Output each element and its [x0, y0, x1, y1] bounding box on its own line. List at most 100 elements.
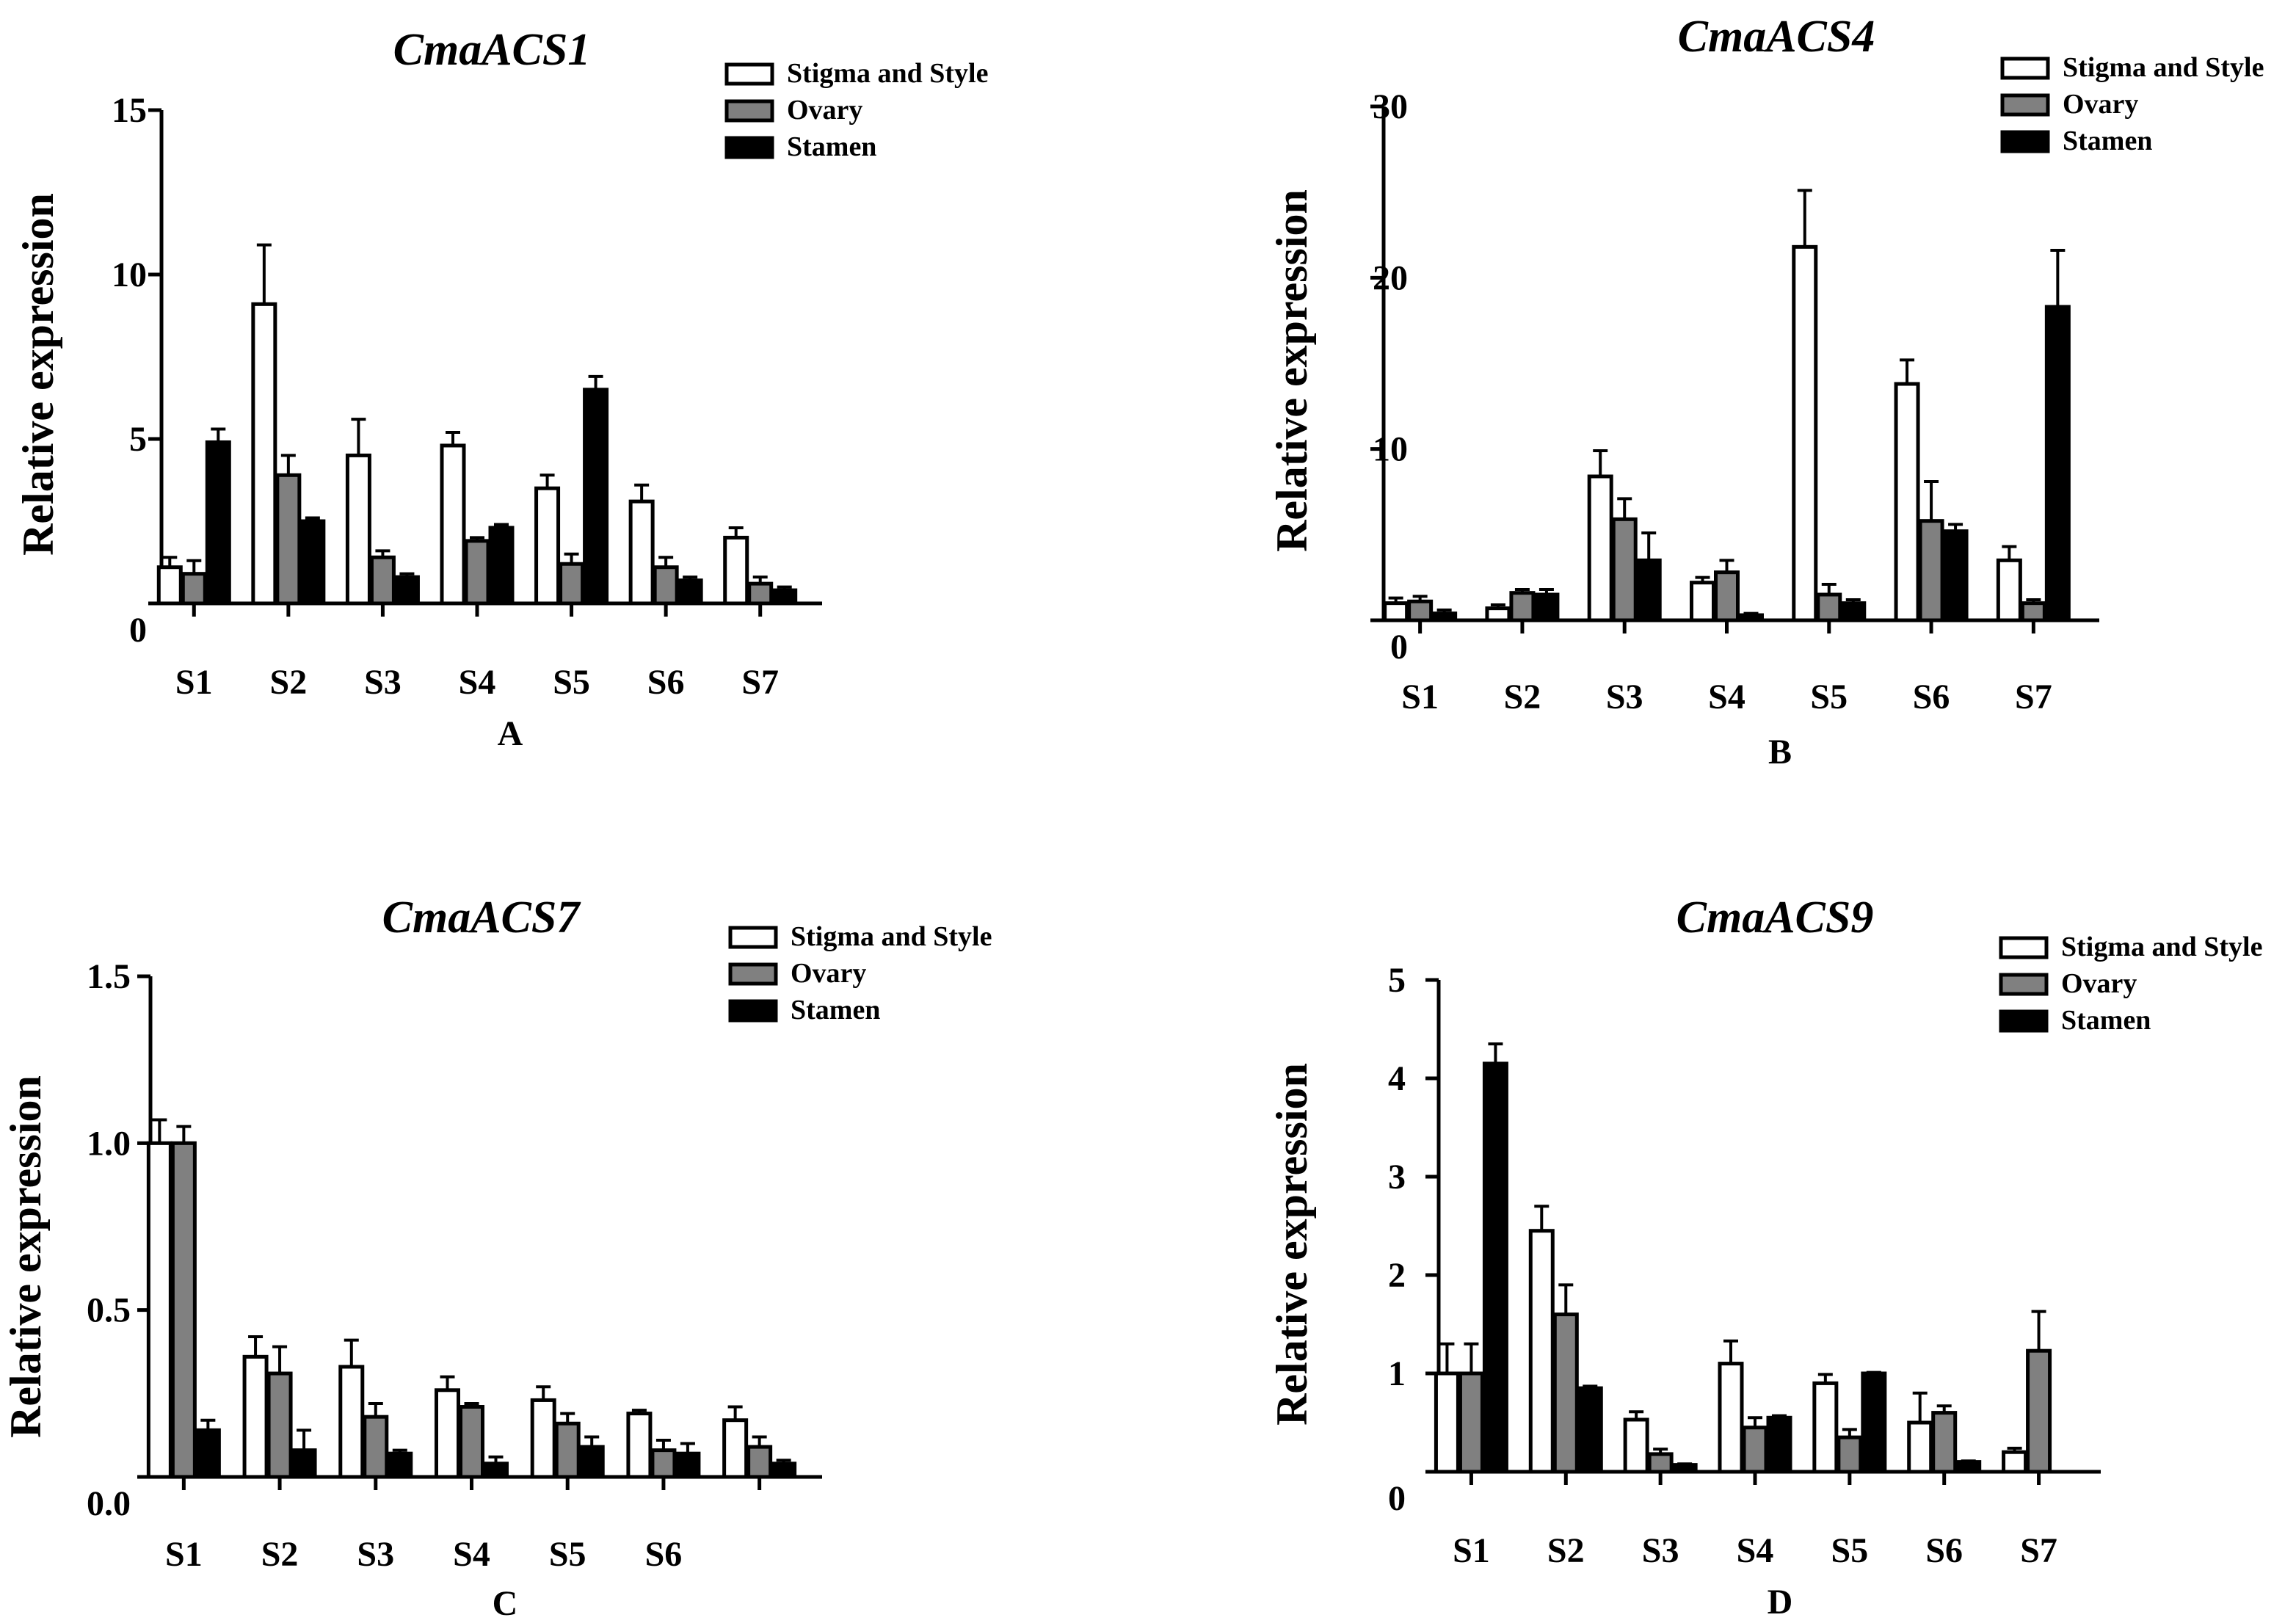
legend-label: Ovary	[2061, 968, 2137, 999]
legend-label: Ovary	[2063, 89, 2138, 120]
chart-panel-c: CmaACS7 0.0 0.5 1.0 1.5 Relative expression S1…	[1, 893, 992, 1623]
bar-stamen-s1	[1482, 1061, 1508, 1474]
x-tick-label: S7	[2015, 678, 2052, 716]
x-tick-label: S5	[553, 663, 590, 702]
bar-stigma-and-style-s7	[723, 535, 749, 606]
legend-swatch-stigma-and-style	[2000, 57, 2050, 80]
bar-stigma-and-style-s3	[1623, 1417, 1649, 1474]
bar-ovary-s1	[170, 1141, 197, 1479]
bar-stamen-s5	[583, 388, 609, 606]
legend: Stigma and Style Ovary Stamen	[1999, 932, 2262, 1036]
bar-stigma-and-style-s7	[1996, 558, 2022, 622]
bar-stamen-s7	[2044, 305, 2071, 622]
y-tick-label: 30	[1373, 87, 1408, 126]
legend-label: Ovary	[791, 958, 866, 989]
legend-swatch-stigma-and-style	[724, 62, 774, 86]
bar-stamen-s2	[1577, 1386, 1603, 1474]
legend-label: Stamen	[2063, 126, 2152, 156]
bar-ovary-s4	[1714, 570, 1740, 622]
bar-stigma-and-style-s5	[530, 1398, 556, 1479]
panel-label: B	[1768, 733, 1792, 771]
bar-stamen-s6	[1955, 1460, 1982, 1474]
bar-stamen-s6	[1942, 529, 1969, 622]
x-tick-label: S1	[1453, 1531, 1490, 1570]
chart-title: CmaACS9	[1676, 893, 1874, 943]
legend-label: Stigma and Style	[2061, 932, 2262, 962]
legend-swatch-stamen	[728, 999, 778, 1023]
y-axis-label: Relative expression	[1268, 189, 1316, 552]
bar-stamen-s5	[1840, 601, 1867, 622]
legend-swatch-stamen	[2000, 130, 2050, 153]
bar-stigma-and-style-s4	[1690, 581, 1715, 622]
bar-ovary-s5	[1816, 592, 1842, 622]
x-tick-label: S4	[1708, 678, 1745, 716]
bar-stigma-and-style-s4	[1718, 1362, 1744, 1474]
y-tick-label: 0.5	[87, 1291, 131, 1330]
bar-ovary-s7	[2020, 601, 2046, 622]
y-tick-label: 2	[1388, 1256, 1406, 1295]
legend-swatch-ovary	[1999, 973, 2049, 996]
bar-ovary-s4	[1742, 1426, 1768, 1474]
bar-ovary-s5	[1837, 1435, 1863, 1474]
bar-ovary-s4	[459, 1405, 484, 1479]
bar-stigma-and-style-s6	[628, 499, 655, 606]
y-tick-label: 5	[129, 420, 147, 459]
y-tick-label: 3	[1388, 1158, 1406, 1197]
bar-stamen-s6	[677, 578, 703, 606]
bar-stigma-and-style-s2	[1528, 1229, 1555, 1474]
legend-swatch-ovary	[2000, 93, 2050, 117]
bar-ovary-s5	[559, 562, 585, 606]
bar-stamen-s3	[393, 575, 420, 606]
legend-swatch-ovary	[724, 99, 774, 123]
bar-stigma-and-style-s6	[1894, 382, 1920, 622]
x-tick-label: S3	[357, 1535, 394, 1574]
bar-ovary-s2	[266, 1371, 293, 1479]
bar-stamen-s6	[675, 1451, 701, 1479]
legend: Stigma and Style Ovary Stamen	[2000, 52, 2264, 156]
y-tick-label: 0.0	[87, 1484, 131, 1523]
bar-stamen-s1	[195, 1428, 221, 1479]
chart-title: CmaACS4	[1678, 12, 1875, 62]
legend-label: Stigma and Style	[787, 58, 988, 89]
bar-stigma-and-style-s5	[534, 486, 561, 606]
x-tick-label: S7	[741, 663, 779, 702]
bar-stigma-and-style-s2	[1485, 606, 1511, 622]
bar-ovary-s2	[1552, 1312, 1579, 1474]
x-tick-label: S4	[459, 663, 496, 702]
y-tick-label: 4	[1388, 1059, 1406, 1098]
bar-ovary-s6	[1918, 519, 1944, 622]
bar-stamen-s5	[578, 1445, 605, 1479]
legend-swatch-ovary	[728, 962, 778, 986]
bar-stigma-and-style-s2	[251, 302, 277, 606]
bar-ovary-s1	[1407, 599, 1434, 622]
bar-ovary-s5	[554, 1421, 581, 1479]
bar-ovary-s6	[1931, 1411, 1958, 1474]
x-tick-label: S5	[1831, 1531, 1869, 1570]
x-tick-label: S4	[453, 1535, 490, 1574]
legend-label: Stigma and Style	[791, 921, 992, 952]
x-tick-label: S6	[647, 663, 685, 702]
bar-stigma-and-style-s3	[338, 1365, 365, 1479]
legend-swatch-stigma-and-style	[1999, 936, 2049, 959]
y-axis-label: Relative expression	[1268, 1063, 1316, 1426]
bar-stigma-and-style-s3	[1587, 474, 1613, 622]
legend-swatch-stamen	[724, 136, 774, 159]
legend-swatch-stigma-and-style	[728, 926, 778, 949]
bar-stamen-s7	[771, 588, 798, 606]
bar-ovary-s2	[275, 473, 302, 606]
chart-panel-b: CmaACS4 0 10 20 30 Relative expression S1 S2 S3 S…	[1268, 12, 2264, 771]
y-tick-label: 15	[112, 91, 147, 130]
y-tick-label: 0	[129, 611, 147, 650]
x-tick-label: S5	[549, 1535, 586, 1574]
x-tick-label: S7	[2020, 1531, 2057, 1570]
bar-stamen-s2	[291, 1448, 317, 1479]
panel-label: C	[493, 1584, 518, 1623]
y-tick-label: 1.5	[87, 957, 131, 996]
legend-label: Stamen	[2061, 1005, 2151, 1036]
bar-stigma-and-style-s1	[156, 565, 183, 606]
bar-ovary-s1	[1458, 1371, 1484, 1474]
bar-ovary-s3	[1647, 1452, 1674, 1474]
x-tick-label: S2	[270, 663, 308, 702]
y-tick-label: 1	[1388, 1354, 1406, 1393]
